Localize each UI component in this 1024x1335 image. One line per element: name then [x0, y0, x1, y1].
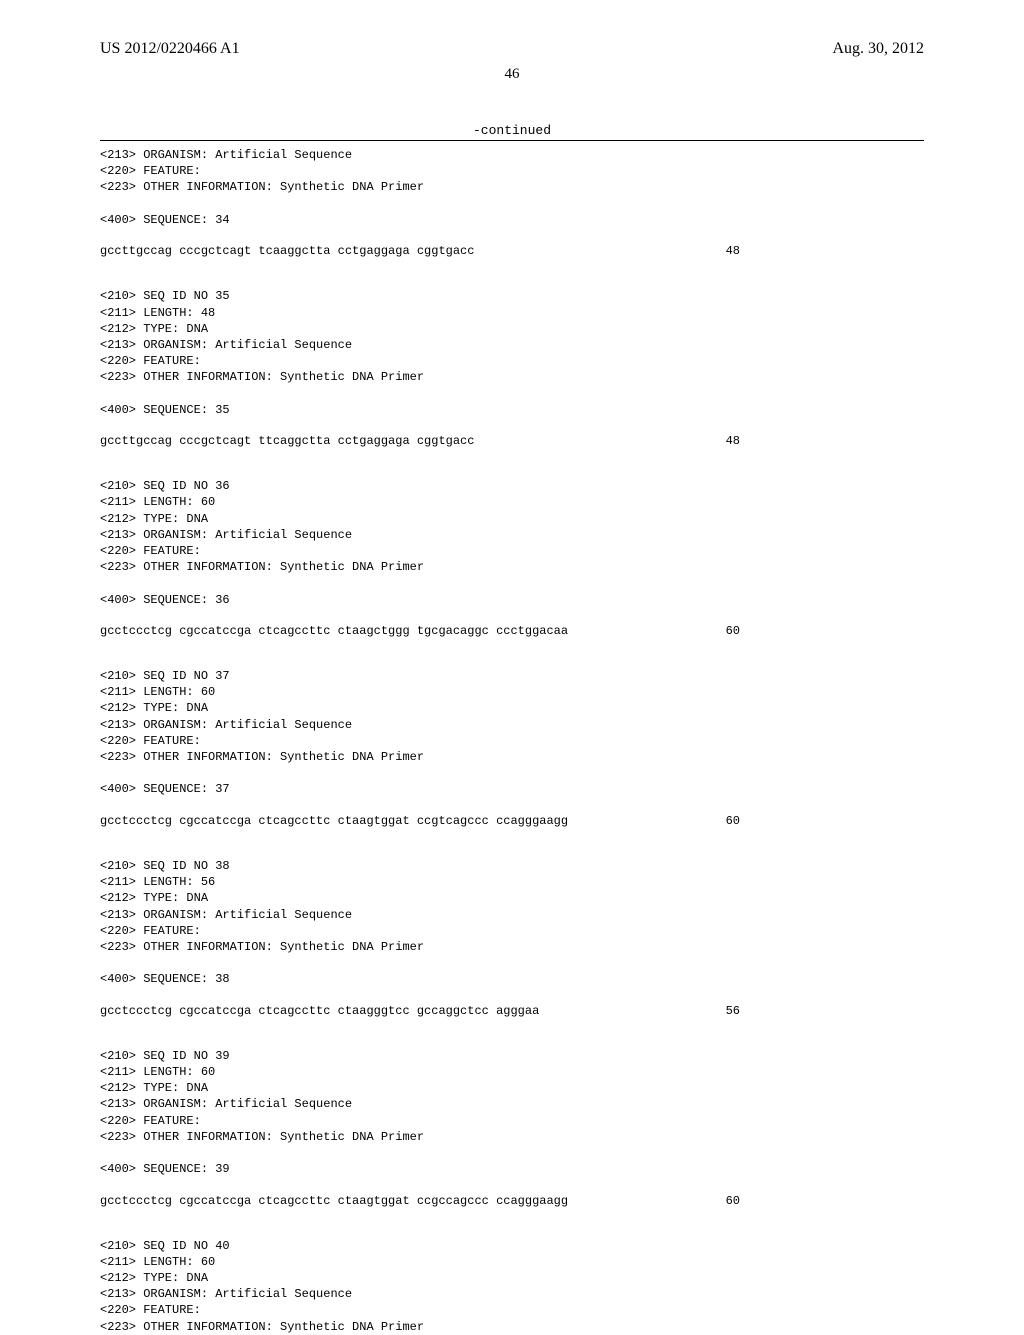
seq-meta: <210> SEQ ID NO 39 <211> LENGTH: 60 <212…	[100, 1048, 924, 1178]
seq-length: 60	[726, 1194, 740, 1208]
seq-meta: <210> SEQ ID NO 36 <211> LENGTH: 60 <212…	[100, 478, 924, 608]
seq-entry: <210> SEQ ID NO 35 <211> LENGTH: 48 <212…	[100, 288, 924, 464]
continued-label: -continued	[100, 123, 924, 138]
seq-text: gcctccctcg cgccatccga ctcagccttc ctaagtg…	[100, 814, 568, 828]
seq-text: gcctccctcg cgccatccga ctcagccttc ctaaggg…	[100, 1004, 539, 1018]
seq-line: gcctccctcg cgccatccga ctcagccttc ctaaggg…	[100, 1004, 740, 1018]
seq-entry: <210> SEQ ID NO 37 <211> LENGTH: 60 <212…	[100, 668, 924, 844]
seq-line: gccttgccag cccgctcagt ttcaggctta cctgagg…	[100, 434, 740, 448]
blank-line	[100, 418, 924, 434]
seq-meta: <213> ORGANISM: Artificial Sequence <220…	[100, 147, 924, 228]
seq-length: 48	[726, 434, 740, 448]
blank-line	[100, 798, 924, 814]
blank-line	[100, 228, 924, 244]
seq-meta: <210> SEQ ID NO 38 <211> LENGTH: 56 <212…	[100, 858, 924, 988]
publication-date: Aug. 30, 2012	[832, 40, 924, 58]
seq-meta: <210> SEQ ID NO 35 <211> LENGTH: 48 <212…	[100, 288, 924, 418]
seq-text: gcctccctcg cgccatccga ctcagccttc ctaagtg…	[100, 1194, 568, 1208]
blank-line	[100, 638, 924, 654]
seq-line: gcctccctcg cgccatccga ctcagccttc ctaagtg…	[100, 1194, 740, 1208]
seq-entry: <213> ORGANISM: Artificial Sequence <220…	[100, 147, 924, 274]
blank-line	[100, 1208, 924, 1224]
seq-entry: <210> SEQ ID NO 38 <211> LENGTH: 56 <212…	[100, 858, 924, 1034]
seq-text: gcctccctcg cgccatccga ctcagccttc ctaagct…	[100, 624, 568, 638]
page-number: 46	[100, 66, 924, 83]
seq-length: 60	[726, 814, 740, 828]
seq-length: 56	[726, 1004, 740, 1018]
seq-entry: <210> SEQ ID NO 36 <211> LENGTH: 60 <212…	[100, 478, 924, 654]
page-header: US 2012/0220466 A1 Aug. 30, 2012	[100, 40, 924, 58]
seq-text: gccttgccag cccgctcagt tcaaggctta cctgagg…	[100, 244, 474, 258]
blank-line	[100, 987, 924, 1003]
seq-length: 48	[726, 244, 740, 258]
sequence-listing: <213> ORGANISM: Artificial Sequence <220…	[100, 147, 924, 1335]
seq-text: gccttgccag cccgctcagt ttcaggctta cctgagg…	[100, 434, 474, 448]
seq-length: 60	[726, 624, 740, 638]
seq-entry: <210> SEQ ID NO 39 <211> LENGTH: 60 <212…	[100, 1048, 924, 1224]
seq-line: gcctccctcg cgccatccga ctcagccttc ctaagtg…	[100, 814, 740, 828]
page: US 2012/0220466 A1 Aug. 30, 2012 46 -con…	[0, 0, 1024, 1320]
publication-number: US 2012/0220466 A1	[100, 40, 240, 58]
seq-meta: <210> SEQ ID NO 37 <211> LENGTH: 60 <212…	[100, 668, 924, 798]
top-rule	[100, 140, 924, 141]
seq-line: gcctccctcg cgccatccga ctcagccttc ctaagct…	[100, 624, 740, 638]
seq-line: gccttgccag cccgctcagt tcaaggctta cctgagg…	[100, 244, 740, 258]
blank-line	[100, 258, 924, 274]
blank-line	[100, 1018, 924, 1034]
blank-line	[100, 1177, 924, 1193]
seq-meta: <210> SEQ ID NO 40 <211> LENGTH: 60 <212…	[100, 1238, 924, 1335]
blank-line	[100, 448, 924, 464]
blank-line	[100, 608, 924, 624]
blank-line	[100, 828, 924, 844]
seq-entry: <210> SEQ ID NO 40 <211> LENGTH: 60 <212…	[100, 1238, 924, 1335]
